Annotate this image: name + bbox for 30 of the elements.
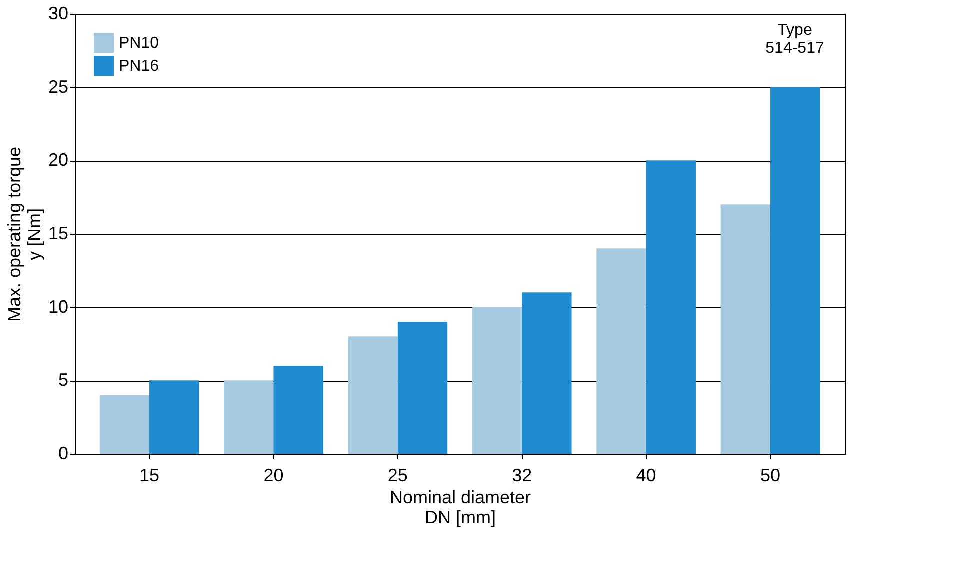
y-tick-label: 25 [48, 76, 68, 97]
bar [398, 322, 448, 454]
bar [150, 380, 200, 454]
bar [770, 87, 820, 454]
y-tick-label: 0 [58, 444, 68, 464]
bar [274, 366, 324, 454]
y-axis-title: Max. operating torque y [Nm] [4, 146, 44, 322]
annotation: Type 514-517 [766, 22, 824, 57]
y-tick-label: 30 [48, 4, 68, 24]
x-tick-label: 20 [264, 466, 284, 486]
bar [472, 307, 522, 454]
x-tick-label: 32 [512, 466, 532, 486]
bar [224, 380, 274, 454]
y-tick-label: 5 [58, 370, 68, 390]
x-tick-label: 40 [636, 466, 656, 486]
x-tick-label: 25 [388, 466, 408, 486]
bar [596, 248, 646, 454]
bar [348, 336, 398, 454]
bar [646, 160, 696, 454]
legend-label: PN16 [119, 58, 160, 75]
bar [522, 292, 572, 454]
x-tick-label: 15 [140, 466, 160, 486]
y-tick-label: 20 [48, 150, 68, 170]
y-tick-label: 10 [48, 296, 68, 317]
legend-label: PN10 [119, 35, 160, 52]
x-axis-title: Nominal diameter DN [mm] [390, 488, 532, 528]
bar [720, 204, 770, 454]
y-tick-label: 15 [48, 224, 68, 244]
bar [100, 395, 150, 454]
x-tick-label: 50 [760, 466, 780, 486]
